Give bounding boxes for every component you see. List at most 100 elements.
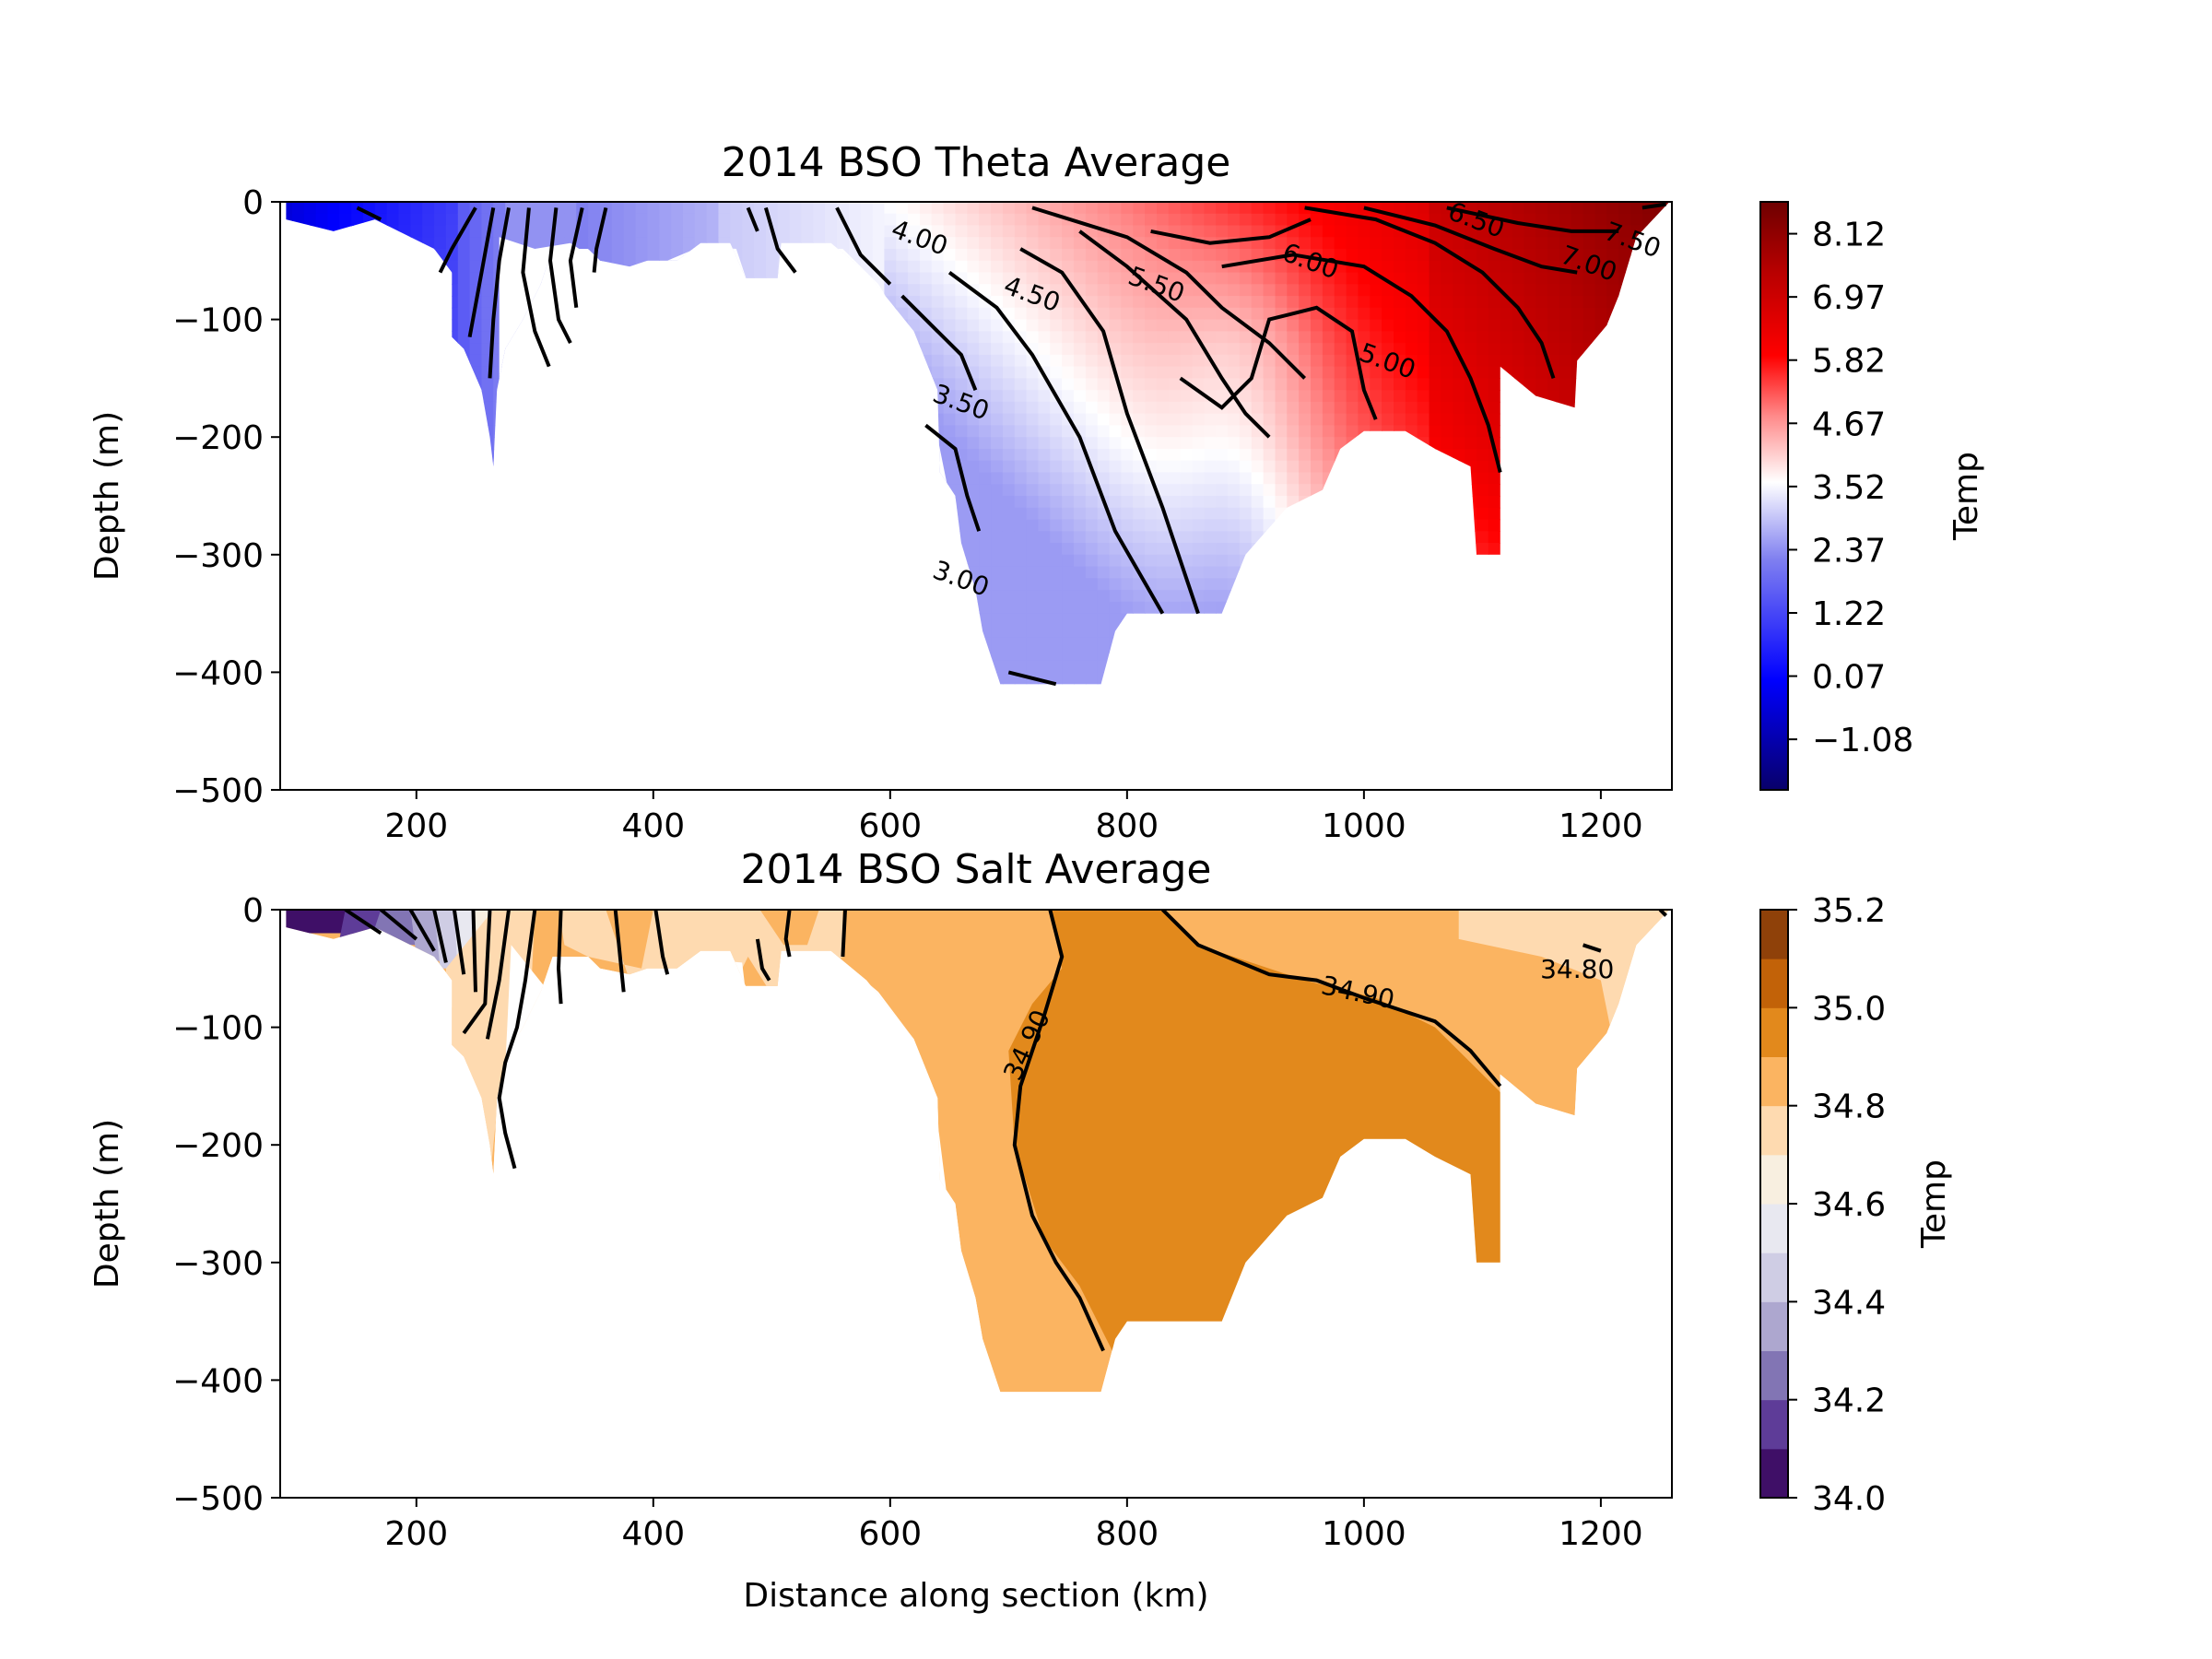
theta-cell <box>848 578 862 591</box>
theta-cell <box>1547 601 1560 615</box>
theta-cell <box>742 460 755 474</box>
theta-cell <box>813 237 826 250</box>
theta-cell <box>991 590 1004 603</box>
theta-cell <box>481 484 494 497</box>
theta-cell <box>286 566 293 579</box>
theta-cell <box>576 366 589 379</box>
theta-cell <box>1145 331 1158 344</box>
theta-cell <box>1109 343 1123 356</box>
theta-cell <box>422 225 435 238</box>
theta-cell <box>1606 437 1619 450</box>
theta-cell <box>398 307 411 321</box>
theta-cell <box>422 613 435 626</box>
theta-cell <box>1441 237 1453 250</box>
theta-cell <box>434 425 447 438</box>
theta-cell <box>801 413 814 427</box>
theta-cell <box>1239 425 1253 438</box>
theta-cell <box>1394 307 1406 321</box>
theta-cell <box>1524 225 1536 238</box>
theta-cell <box>457 260 471 274</box>
theta-cell <box>1453 390 1465 403</box>
theta-cell <box>1002 590 1016 603</box>
theta-cell <box>1618 543 1631 556</box>
theta-cell <box>1014 684 1028 685</box>
theta-cell <box>1465 519 1477 532</box>
theta-cell <box>765 331 779 344</box>
theta-cell <box>1630 472 1643 485</box>
theta-cell <box>694 519 708 532</box>
theta-cell <box>1441 578 1453 591</box>
theta-cell <box>1216 354 1229 368</box>
theta-cell <box>718 672 731 685</box>
theta-cell <box>1050 672 1063 685</box>
theta-cell <box>671 202 684 215</box>
theta-cell <box>1606 390 1619 403</box>
theta-cell <box>1559 566 1572 579</box>
theta-cell <box>1026 225 1040 238</box>
theta-cell <box>1535 601 1548 615</box>
theta-cell <box>1405 543 1418 556</box>
theta-cell <box>1074 260 1087 274</box>
theta-cell <box>363 543 376 556</box>
theta-cell <box>1074 401 1087 415</box>
theta-cell <box>374 637 388 650</box>
theta-cell <box>920 543 933 556</box>
theta-cell <box>789 672 803 685</box>
theta-cell <box>1216 425 1229 438</box>
theta-cell <box>754 307 767 321</box>
theta-cell <box>517 366 530 379</box>
theta-cell <box>1547 343 1560 356</box>
theta-cell <box>1606 637 1619 650</box>
theta-cell <box>363 425 376 438</box>
theta-cell <box>860 496 874 509</box>
theta-cell <box>1441 613 1453 626</box>
theta-cell <box>671 543 684 556</box>
theta-cell <box>1109 413 1123 427</box>
theta-cell <box>505 648 518 662</box>
theta-cell <box>1109 284 1123 297</box>
theta-cell <box>908 554 921 568</box>
theta-cell <box>1405 578 1418 591</box>
theta-cell <box>1216 284 1229 297</box>
theta-cell <box>908 613 921 626</box>
theta-cell <box>848 472 862 485</box>
theta-cell <box>718 660 731 673</box>
theta-cell <box>600 272 613 285</box>
theta-cell <box>991 354 1004 368</box>
theta-cell <box>848 672 862 685</box>
theta-cell <box>1653 672 1667 685</box>
theta-cell <box>671 660 684 673</box>
theta-cell <box>1382 672 1394 685</box>
theta-cell <box>363 660 376 673</box>
theta-cell <box>789 213 803 227</box>
theta-cell <box>1311 378 1324 391</box>
theta-cell <box>1441 425 1453 438</box>
theta-cell <box>1168 625 1182 638</box>
theta-cell <box>825 660 838 673</box>
theta-cell <box>327 272 340 285</box>
theta-cell <box>1180 425 1194 438</box>
theta-cell <box>1512 590 1524 603</box>
theta-cell <box>730 225 743 238</box>
theta-cell <box>1263 566 1277 579</box>
theta-cell <box>718 625 731 638</box>
theta-cell <box>1263 625 1277 638</box>
theta-cell <box>1133 378 1146 391</box>
theta-cell <box>706 507 720 521</box>
theta-cell <box>884 672 897 685</box>
theta-cell <box>481 625 494 638</box>
theta-cell <box>837 378 850 391</box>
theta-cell <box>1299 331 1312 344</box>
theta-cell <box>540 460 554 474</box>
theta-cell <box>1109 590 1123 603</box>
theta-cell <box>528 401 542 415</box>
theta-cell <box>469 648 483 662</box>
theta-cell <box>931 625 945 638</box>
theta-cell <box>410 307 423 321</box>
theta-cell <box>801 566 814 579</box>
theta-cell <box>1512 672 1524 685</box>
theta-cell <box>848 590 862 603</box>
theta-cell <box>754 260 767 274</box>
theta-cell <box>315 401 329 415</box>
theta-cell <box>967 543 980 556</box>
